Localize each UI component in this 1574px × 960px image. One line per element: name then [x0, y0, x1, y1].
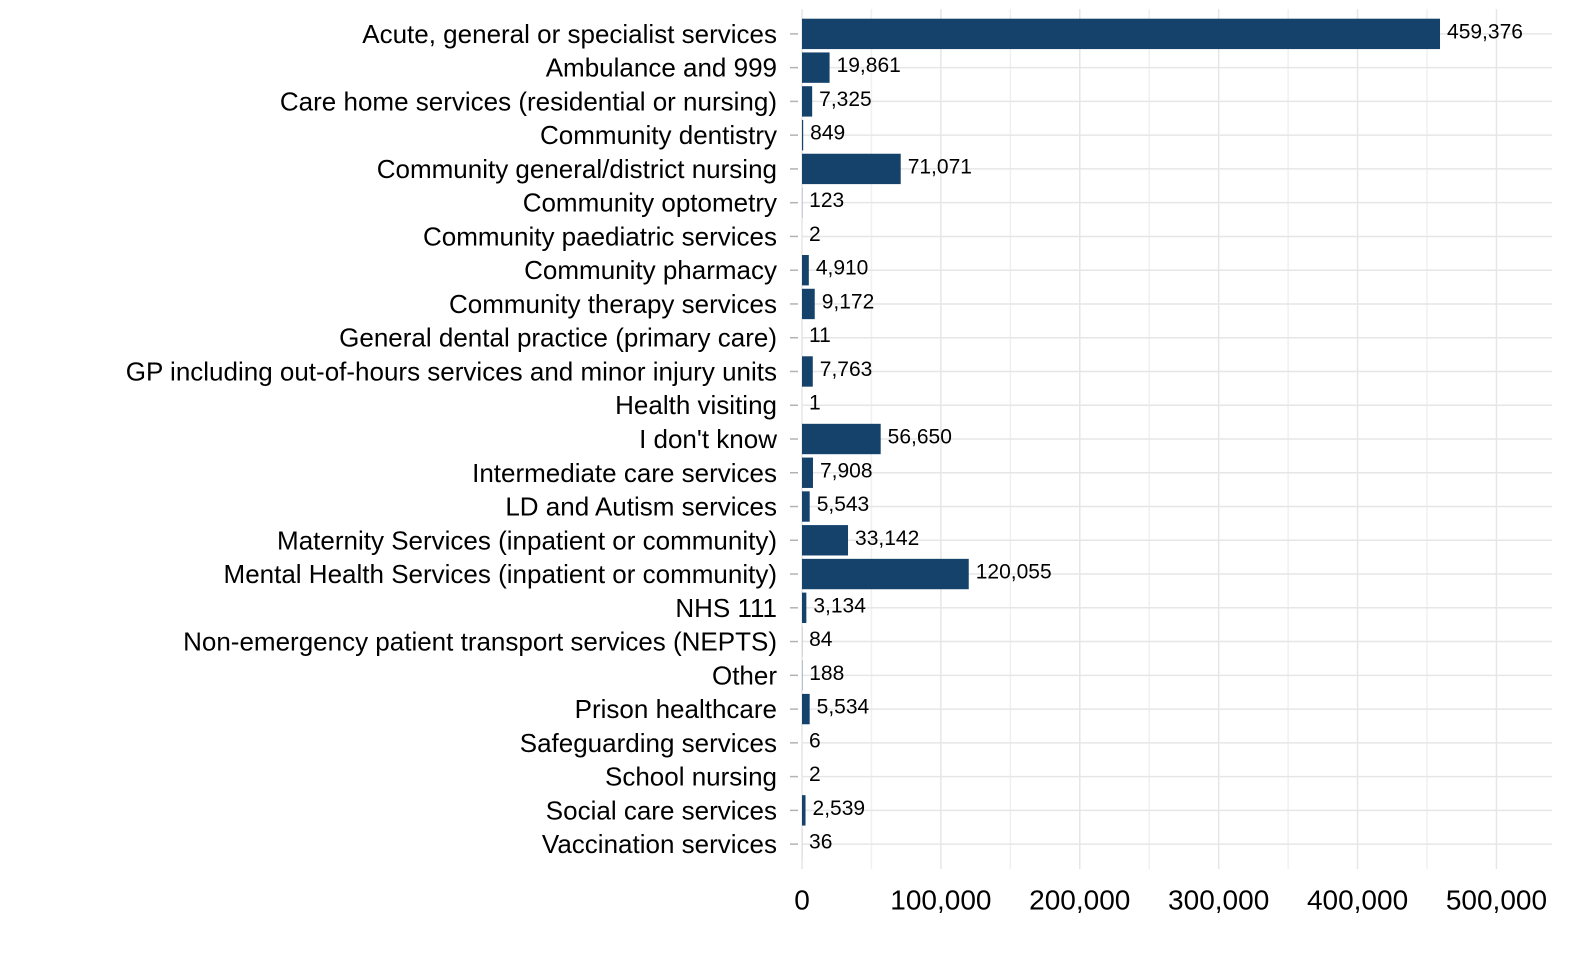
data-label: 7,763	[820, 358, 873, 381]
bar	[802, 52, 830, 83]
category-label: Community general/district nursing	[377, 154, 777, 184]
data-label: 11	[809, 324, 831, 347]
data-label: 6	[809, 729, 821, 752]
data-label: 71,071	[908, 155, 972, 178]
data-label: 7,908	[820, 459, 873, 482]
category-label: NHS 111	[675, 593, 777, 623]
data-label: 2	[809, 223, 821, 246]
bar	[802, 423, 881, 455]
category-label: Care home services (residential or nursi…	[280, 86, 777, 116]
bar	[802, 525, 849, 556]
data-label: 7,325	[819, 88, 872, 111]
category-label: Community therapy services	[449, 289, 777, 319]
data-label: 19,861	[837, 54, 901, 77]
category-label: Vaccination services	[542, 829, 777, 859]
data-label: 84	[809, 628, 833, 651]
category-label: Community pharmacy	[524, 255, 777, 285]
data-label: 120,055	[976, 561, 1052, 584]
x-tick-label: 100,000	[890, 885, 991, 916]
bar	[802, 558, 969, 590]
category-label: Other	[712, 660, 777, 690]
category-label: Acute, general or specialist services	[362, 19, 777, 49]
bar-layer	[802, 18, 1441, 860]
data-label: 36	[809, 831, 832, 854]
category-label: Maternity Services (inpatient or communi…	[277, 525, 777, 555]
bar	[802, 288, 815, 320]
bar	[802, 592, 807, 623]
bar	[802, 356, 813, 387]
bar	[802, 491, 810, 522]
data-label: 188	[809, 662, 844, 685]
data-label: 3,134	[813, 594, 866, 617]
category-label: Health visiting	[615, 390, 777, 420]
data-label: 2	[809, 763, 821, 786]
label-layer: 459,376 19,861 7,325 849 71,071 123 2 4,910 9,17…	[809, 20, 1523, 853]
data-label: 56,650	[888, 426, 952, 449]
x-tick-label: 500,000	[1446, 885, 1547, 916]
category-label: General dental practice (primary care)	[339, 323, 777, 353]
data-label: 849	[810, 122, 845, 145]
data-label: 123	[809, 189, 844, 212]
bar	[802, 457, 813, 488]
data-label: 9,172	[822, 290, 875, 313]
x-tick-label: 300,000	[1168, 885, 1269, 916]
x-tick-label: 400,000	[1307, 885, 1408, 916]
category-label: LD and Autism services	[505, 492, 777, 522]
data-label: 2,539	[813, 797, 866, 820]
bar	[802, 86, 813, 117]
x-tick-label: 200,000	[1029, 885, 1130, 916]
category-label: Ambulance and 999	[546, 53, 777, 83]
x-tick-label: 0	[794, 885, 810, 916]
data-label: 5,534	[817, 696, 870, 719]
axis-layer: Acute, general or specialist services Amb…	[126, 19, 1547, 916]
data-label: 1	[809, 392, 821, 415]
category-label: Community optometry	[523, 188, 777, 218]
category-label: Non-emergency patient transport services…	[183, 627, 777, 657]
data-label: 5,543	[817, 493, 870, 516]
data-label: 33,142	[855, 527, 919, 550]
category-label: Community paediatric services	[423, 221, 777, 251]
bar	[802, 795, 806, 826]
bar	[802, 255, 809, 286]
bar	[802, 18, 1441, 50]
category-label: GP including out-of-hours services and m…	[126, 356, 777, 386]
category-label: Intermediate care services	[472, 458, 777, 488]
category-label: Safeguarding services	[520, 728, 777, 758]
category-label: I don't know	[639, 424, 777, 454]
bar	[802, 119, 804, 151]
bar	[802, 153, 901, 185]
category-label: Social care services	[546, 795, 777, 825]
bar	[802, 693, 810, 725]
category-label: Prison healthcare	[575, 694, 777, 724]
category-label: Community dentistry	[540, 120, 777, 150]
category-label: Mental Health Services (inpatient or com…	[224, 559, 777, 589]
data-label: 4,910	[816, 257, 869, 280]
category-label: School nursing	[605, 762, 777, 792]
data-label: 459,376	[1447, 20, 1523, 43]
